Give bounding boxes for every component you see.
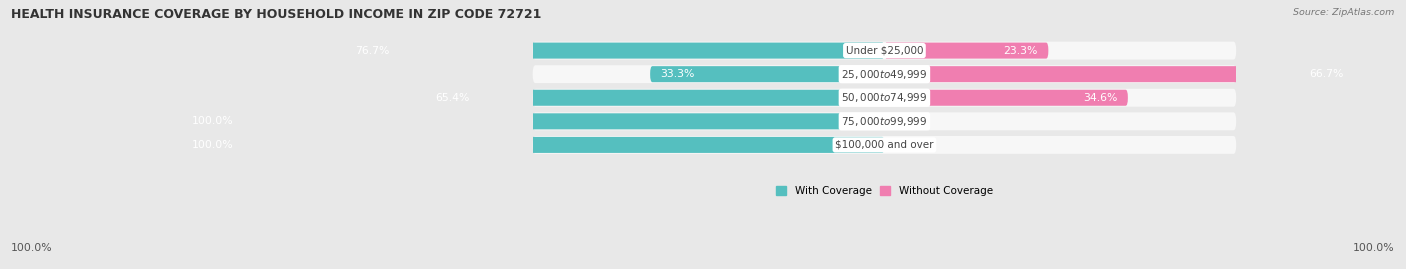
Text: 34.6%: 34.6% (1083, 93, 1118, 103)
FancyBboxPatch shape (533, 42, 1236, 59)
Text: $100,000 and over: $100,000 and over (835, 140, 934, 150)
FancyBboxPatch shape (344, 43, 884, 59)
FancyBboxPatch shape (533, 65, 1236, 83)
Text: 65.4%: 65.4% (434, 93, 470, 103)
Text: $25,000 to $49,999: $25,000 to $49,999 (841, 68, 928, 81)
FancyBboxPatch shape (533, 112, 1236, 130)
Text: 100.0%: 100.0% (1353, 243, 1395, 253)
Text: 33.3%: 33.3% (661, 69, 695, 79)
Text: 100.0%: 100.0% (11, 243, 53, 253)
Text: Source: ZipAtlas.com: Source: ZipAtlas.com (1294, 8, 1395, 17)
Text: 100.0%: 100.0% (191, 116, 233, 126)
FancyBboxPatch shape (181, 137, 884, 153)
FancyBboxPatch shape (181, 113, 884, 129)
Text: 23.3%: 23.3% (1004, 45, 1038, 56)
FancyBboxPatch shape (533, 89, 1236, 107)
FancyBboxPatch shape (884, 43, 1049, 59)
Legend: With Coverage, Without Coverage: With Coverage, Without Coverage (772, 182, 997, 200)
FancyBboxPatch shape (650, 66, 884, 82)
Text: $50,000 to $74,999: $50,000 to $74,999 (841, 91, 928, 104)
Text: $75,000 to $99,999: $75,000 to $99,999 (841, 115, 928, 128)
Text: HEALTH INSURANCE COVERAGE BY HOUSEHOLD INCOME IN ZIP CODE 72721: HEALTH INSURANCE COVERAGE BY HOUSEHOLD I… (11, 8, 541, 21)
Text: Under $25,000: Under $25,000 (845, 45, 924, 56)
Text: 66.7%: 66.7% (1309, 69, 1343, 79)
Text: 100.0%: 100.0% (191, 140, 233, 150)
FancyBboxPatch shape (884, 66, 1354, 82)
FancyBboxPatch shape (533, 136, 1236, 154)
FancyBboxPatch shape (425, 90, 884, 106)
FancyBboxPatch shape (884, 90, 1128, 106)
Text: 76.7%: 76.7% (356, 45, 389, 56)
